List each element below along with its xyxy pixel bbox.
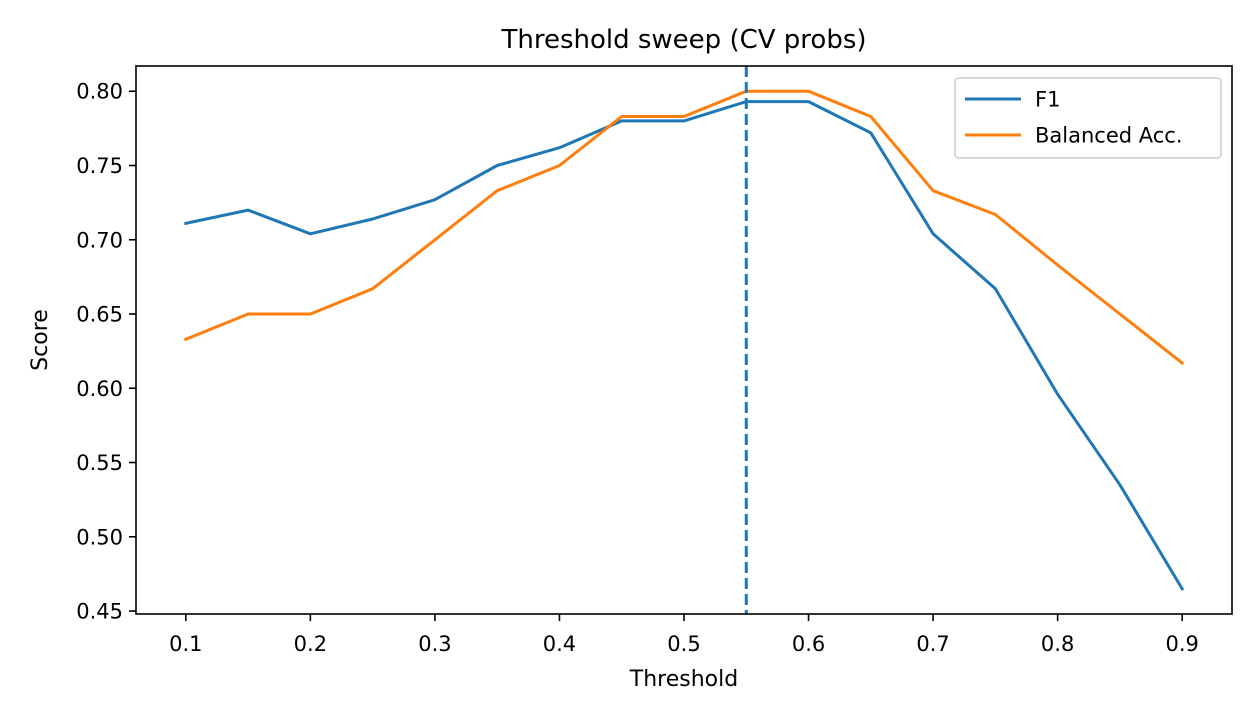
legend: F1 Balanced Acc. [954, 77, 1222, 159]
legend-label-0: F1 [1035, 88, 1060, 112]
x-axis-ticks: 0.1 0.2 0.3 0.4 0.5 0.6 0.7 0.8 0.9 [169, 614, 1199, 656]
y-tick-label: 0.55 [76, 451, 123, 475]
series-layer [183, 66, 1185, 614]
chart-title: Threshold sweep (CV probs) [500, 25, 866, 55]
legend-label-1: Balanced Acc. [1035, 124, 1183, 148]
x-axis-label: Threshold [629, 667, 738, 692]
y-axis-ticks: 0.45 0.50 0.55 0.60 0.65 0.70 0.75 0.80 [76, 80, 136, 624]
series-line-0 [184, 100, 1185, 591]
x-tick-label: 0.6 [792, 632, 825, 656]
y-axis-label: Score [28, 309, 53, 371]
x-tick-label: 0.1 [169, 632, 202, 656]
x-tick-label: 0.7 [916, 632, 949, 656]
y-tick-label: 0.70 [76, 228, 123, 252]
x-tick-label: 0.3 [418, 632, 451, 656]
series-line-1 [183, 89, 1185, 366]
y-tick-label: 0.60 [76, 377, 123, 401]
legend-box [954, 77, 1222, 159]
x-tick-label: 0.9 [1165, 632, 1198, 656]
x-tick-label: 0.4 [543, 632, 576, 656]
y-tick-label: 0.80 [76, 80, 123, 104]
y-tick-label: 0.50 [76, 525, 123, 549]
plot-frame [135, 65, 1233, 615]
x-tick-label: 0.8 [1041, 632, 1074, 656]
x-tick-label: 0.2 [294, 632, 327, 656]
x-tick-label: 0.5 [667, 632, 700, 656]
y-tick-label: 0.75 [76, 154, 123, 178]
y-tick-label: 0.65 [76, 303, 123, 327]
y-tick-label: 0.45 [76, 600, 123, 624]
